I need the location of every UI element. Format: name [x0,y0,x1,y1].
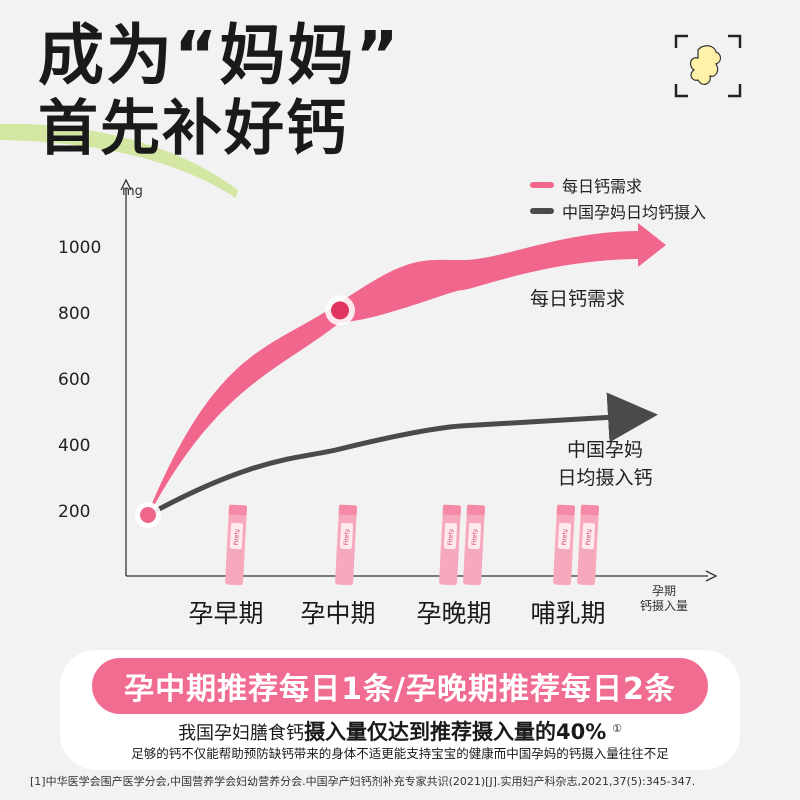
y-tick-label: 1000 [58,238,102,258]
product-stick: Fitety [225,504,247,586]
legend-label-demand: 每日钙需求 [562,177,643,196]
series-arrowhead-demand [638,223,666,267]
calcium-bone-icon [674,34,742,98]
y-tick-label: 200 [58,502,91,522]
intake-note: 我国孕妇膳食钙摄入量仅达到推荐摄入量的40% ① [0,716,800,746]
product-stick-cap [580,504,599,516]
x-axis-caption-line2: 钙摄入量 [639,599,688,613]
intake-note-prefix: 我国孕妇膳食钙 [178,723,305,744]
product-stick-cap [338,504,357,516]
y-tick-label: 800 [58,304,91,324]
x-tick-label: 孕早期 [188,599,264,628]
y-tick-label: 400 [58,436,91,456]
legend-item-intake: 中国孕妈日均钙摄入 [530,198,706,224]
product-stick-brand: Fitety [585,528,593,545]
series-label-intake: 中国孕妈 日均摄入钙 [540,436,670,492]
chart-axes [120,178,718,582]
product-stick-cap [228,504,247,516]
x-axis-arrowhead [705,570,718,582]
recommendation-banner: 孕中期推荐每日1条/孕晚期推荐每日2条 [92,658,708,714]
y-axis-arrowhead [120,178,132,191]
product-stick-brand: Fitety [447,528,455,545]
x-axis-caption: 孕期 钙摄入量 [632,584,696,614]
product-stick-label [581,522,596,550]
series-line-intake [145,392,658,518]
product-stick-label [557,522,572,550]
benefit-note: 足够的钙不仅能帮助预防缺钙带来的身体不适更能支持宝宝的健康而中国孕妈的钙摄入量往… [131,746,669,761]
x-tick-label: 哺乳期 [530,599,606,628]
series-label-intake-line1: 中国孕妈 [566,439,643,461]
product-stick: Fitety [439,504,461,586]
product-stick-cap [556,504,575,516]
y-tick-label: 600 [58,370,91,390]
legend-item-demand: 每日钙需求 [530,172,706,198]
start-point-marker [140,507,156,523]
legend-swatch-gray [530,208,554,214]
product-stick-brand: Fitety [561,528,569,545]
chart-series [135,223,666,528]
intake-note-emphasis: 摄入量仅达到推荐摄入量的40% [304,720,607,744]
chart-legend: 每日钙需求 中国孕妈日均钙摄入 [530,172,706,224]
series-label-intake-line2: 日均摄入钙 [557,467,653,489]
product-stick-cap [442,504,461,516]
y-axis-unit: mg [122,184,143,199]
product-stick-cap [466,504,485,516]
product-stick-label [339,522,354,550]
product-sticks: Fitety Fitety Fitety Fitety Fitety Fitety [225,504,599,586]
product-stick: Fitety [553,504,575,586]
headline-line2: 首先补好钙 [38,94,348,164]
product-stick-label [443,522,458,550]
product-stick-brand: Fitety [233,528,241,545]
headline-line1: 成为“妈妈” [38,17,401,94]
product-stick: Fitety [335,504,357,586]
x-axis-caption-line1: 孕期 [651,584,676,598]
mid-point-marker [331,301,349,320]
x-tick-label: 孕晚期 [416,599,492,628]
product-stick-brand: Fitety [343,528,351,545]
series-label-demand: 每日钙需求 [530,288,626,310]
product-stick-brand: Fitety [471,528,479,545]
product-stick: Fitety [463,504,485,586]
reference-footnote: [1]中华医学会围产医学分会,中国营养学会妇幼营养分会.中国孕产妇钙剂补充专家共… [30,775,696,788]
product-stick: Fitety [577,504,599,586]
intake-note-ref: ① [612,722,622,735]
headline: 成为“妈妈” 首先补好钙 [38,17,401,165]
series-band-demand [148,231,640,517]
x-tick-label: 孕中期 [300,599,376,628]
legend-label-intake: 中国孕妈日均钙摄入 [562,203,707,222]
legend-swatch-pink [530,182,554,188]
product-stick-label [229,522,244,550]
product-stick-label [467,522,482,550]
